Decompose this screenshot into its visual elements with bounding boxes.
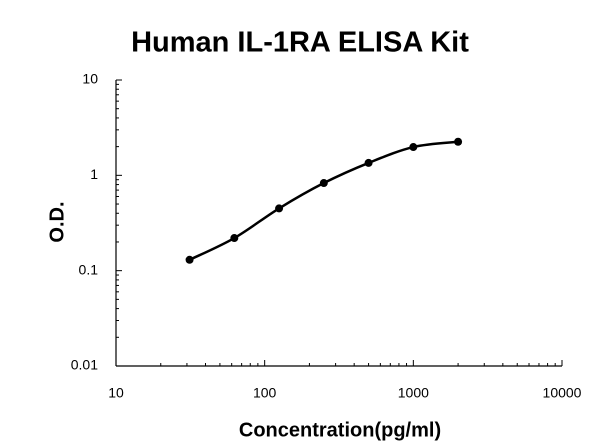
point [230, 234, 239, 243]
curve [189, 140, 459, 261]
y-axis-title: O.D. [46, 201, 68, 242]
point [185, 255, 194, 264]
point [454, 137, 463, 146]
y-tick-label: 1 [90, 166, 98, 182]
y-tick-label: 0.1 [79, 261, 99, 277]
y-tick-label: 10 [82, 71, 98, 87]
point [409, 143, 418, 152]
point [364, 158, 373, 167]
x-tick-label: 10000 [543, 385, 582, 401]
x-tick-label: 1000 [398, 385, 429, 401]
point [275, 204, 284, 213]
x-axis-title: Concentration(pg/ml) [239, 419, 441, 441]
x-tick-label: 100 [253, 385, 277, 401]
point [319, 179, 328, 188]
x-tick-label: 10 [108, 385, 124, 401]
y-tick-label: 0.01 [71, 357, 98, 373]
chart-title: Human IL-1RA ELISA Kit [131, 27, 469, 59]
